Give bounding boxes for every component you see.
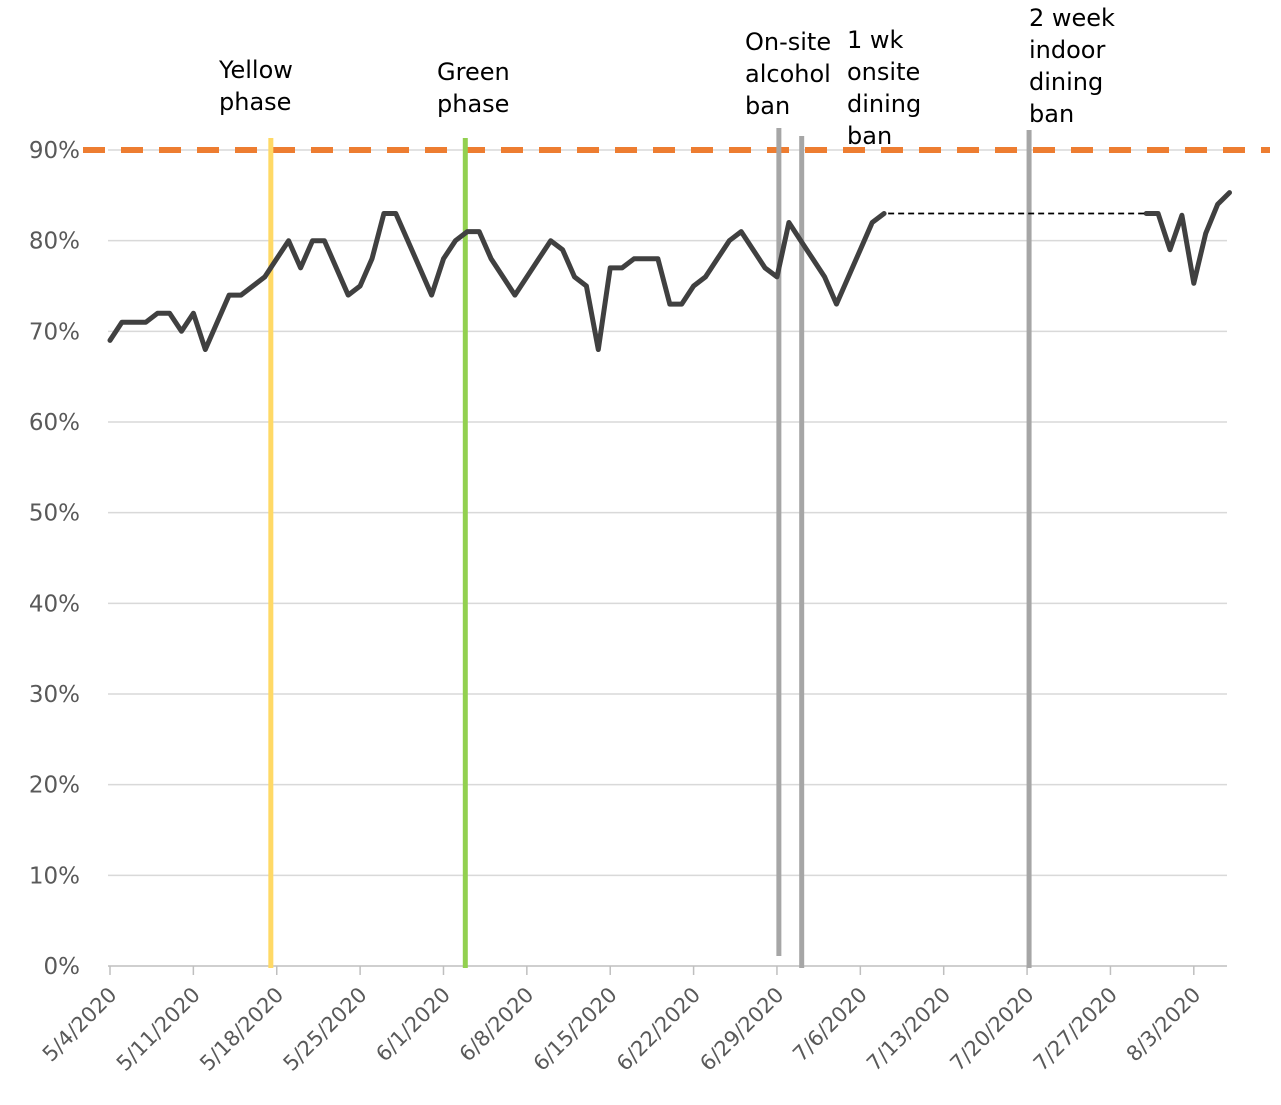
y-tick-label: 30% <box>29 682 80 708</box>
y-axis: 0% 10% 20% 30% 40% 50% 60% 70% 80% 90% <box>29 138 80 980</box>
event-label: onsite <box>847 58 920 86</box>
y-tick-label: 60% <box>29 410 80 436</box>
y-tick-label: 10% <box>29 863 80 889</box>
x-tick-label: 6/15/2020 <box>529 983 622 1076</box>
event-label: Green <box>437 58 510 86</box>
event-label: phase <box>437 90 509 118</box>
event-label: 1 wk <box>847 26 904 54</box>
x-tick-label: 6/29/2020 <box>695 983 788 1076</box>
event-label: ban <box>847 122 892 150</box>
y-tick-label: 0% <box>44 954 81 980</box>
event-label: Yellow <box>218 56 293 84</box>
y-tick-label: 40% <box>29 591 80 617</box>
series-line <box>1143 190 1232 286</box>
x-tick-label: 7/6/2020 <box>788 983 872 1067</box>
series-line <box>107 211 887 352</box>
x-tick-label: 8/3/2020 <box>1122 983 1206 1067</box>
x-tick-label: 6/8/2020 <box>455 983 539 1067</box>
event-annotations: Yellow phase Green phase On-site alcohol ban 1 … <box>218 4 1115 150</box>
event-label: 2 week <box>1029 4 1115 32</box>
event-label: indoor <box>1029 36 1105 64</box>
x-tick-label: 6/22/2020 <box>612 983 705 1076</box>
x-tick-label: 5/25/2020 <box>279 983 372 1076</box>
event-label: dining <box>847 90 921 118</box>
x-tick-label: 5/11/2020 <box>112 983 205 1076</box>
event-label: phase <box>219 88 291 116</box>
x-tick-label: 7/20/2020 <box>945 983 1038 1076</box>
y-tick-label: 20% <box>29 773 80 799</box>
y-tick-label: 50% <box>29 501 80 527</box>
event-label: alcohol <box>745 60 831 88</box>
y-tick-label: 80% <box>29 229 80 255</box>
x-tick-label: 7/13/2020 <box>862 983 955 1076</box>
event-label: ban <box>1029 100 1074 128</box>
x-tick-label: 7/27/2020 <box>1029 983 1122 1076</box>
y-tick-label: 90% <box>29 138 80 164</box>
event-markers <box>268 128 1032 968</box>
x-tick-label: 6/1/2020 <box>371 983 455 1067</box>
x-tick-label: 5/4/2020 <box>38 983 122 1067</box>
y-tick-label: 70% <box>29 319 80 345</box>
series-group <box>107 190 1232 352</box>
event-label: On-site <box>745 28 831 56</box>
event-label: ban <box>745 92 790 120</box>
x-tick-label: 5/18/2020 <box>195 983 288 1076</box>
event-label: dining <box>1029 68 1103 96</box>
